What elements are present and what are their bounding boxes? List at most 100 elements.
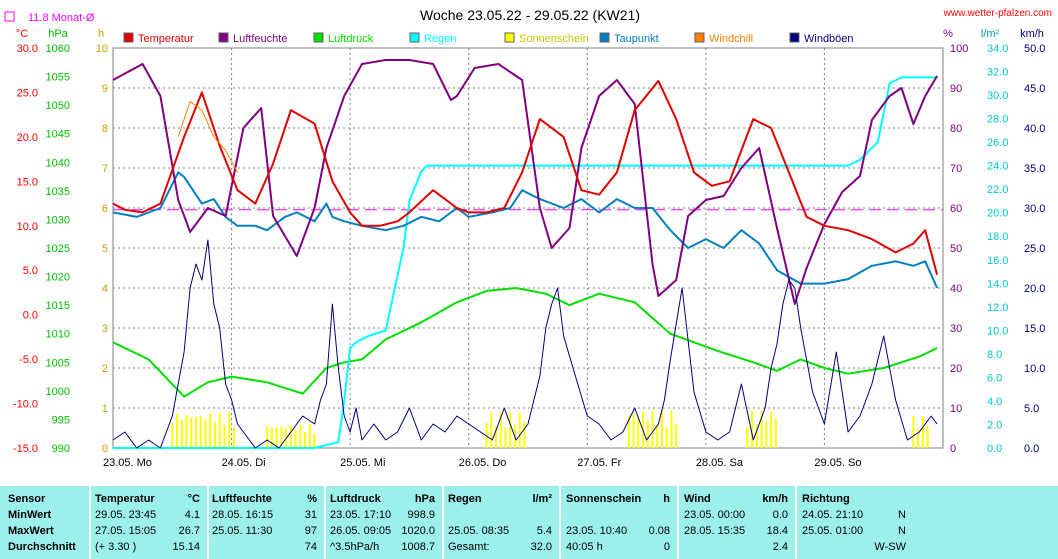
sunshine-bars (171, 410, 929, 448)
temperature_c-tick-label: -5.0 (19, 354, 38, 366)
sunshine-bar (656, 423, 659, 448)
temperature_c-tick-label: 10.0 (17, 221, 38, 233)
sunshine-bar (304, 432, 307, 448)
column-divider (207, 486, 209, 559)
pressure_hpa-tick-label: 1055 (46, 72, 70, 84)
avg-wind-value: 2.4 (772, 541, 788, 553)
rain_lm2-tick-label: 28.0 (987, 114, 1008, 126)
humidity_pct-tick-label: 100 (950, 43, 968, 55)
sunshine_h-tick-label: 8 (102, 123, 108, 135)
min-wind-value: 0.0 (772, 509, 788, 521)
legend-label: Luftfeuchte (233, 33, 287, 45)
header-temperature: Temperatur (95, 493, 155, 505)
temperature_c-tick-label: -10.0 (13, 399, 38, 411)
sunshine-bar (294, 430, 297, 448)
x-tick-label: 25.05. Mi (340, 457, 385, 469)
pressure_hpa-tick-label: 1035 (46, 186, 70, 198)
rain-total-label: Gesamt: (448, 541, 490, 553)
wind_kmh-tick-label: 5.0 (1024, 403, 1039, 415)
legend-swatch (694, 32, 705, 43)
series-line-luftfeuchte (112, 59, 938, 305)
wind_kmh-tick-label: 30.0 (1024, 203, 1045, 215)
sunshine_h-tick-label: 7 (102, 163, 108, 175)
min-direction-time: 24.05. 21:10 (802, 509, 864, 521)
avg-direction-value: W-SW (874, 541, 906, 553)
legend-swatch (504, 32, 515, 43)
sunshine-bar (637, 418, 640, 448)
sunshine_h-tick-label: 9 (102, 83, 108, 95)
sunshine-bar (751, 410, 754, 448)
avg-pressure-trend: ^3.5hPa/h (330, 541, 380, 553)
humidity_pct-tick-label: 10 (950, 403, 962, 415)
website-url[interactable]: www.wetter-pfalzen.com (943, 8, 1052, 19)
sunshine-bar (651, 410, 654, 448)
weather-chart: 30.025.020.015.010.05.00.0-5.0-10.0-15.0… (4, 7, 1052, 469)
header-sunshine-unit: h (663, 493, 670, 505)
rain_lm2-tick-label: 14.0 (987, 278, 1008, 290)
sunshine-bar (746, 426, 749, 448)
pressure_hpa-tick-label: 1020 (46, 272, 70, 284)
column-divider (677, 486, 679, 559)
sunshine-bar (275, 427, 278, 448)
humidity_pct-tick-label: 80 (950, 123, 962, 135)
x-tick-label: 24.05. Di (222, 457, 266, 469)
x-axis-labels: 23.05. Mo 24.05. Di 25.05. Mi 26.05. Do 27.0… (103, 457, 862, 469)
rain_lm2-tick-label: 4.0 (987, 396, 1002, 408)
sunshine-bar (180, 419, 183, 448)
series-line-luftdruck (112, 287, 938, 398)
sunshine-bar (171, 422, 174, 448)
column-divider (559, 486, 561, 559)
rain_lm2-tick-label: 22.0 (987, 184, 1008, 196)
sunshine-bar (223, 424, 226, 448)
statistics-table: Sensor Temperatur °C Luftfeuchte % Luftd… (0, 486, 1058, 559)
rain_lm2-tick-label: 32.0 (987, 67, 1008, 79)
sunshine-bar (190, 417, 193, 448)
wind_kmh-tick-label: 0.0 (1024, 443, 1039, 455)
max-sunshine-value: 0.08 (648, 525, 670, 537)
humidity_pct-tick-label: 40 (950, 283, 962, 295)
wind_kmh-tick-label: 25.0 (1024, 243, 1045, 255)
sunshine-bar (218, 412, 221, 448)
pressure_hpa-tick-label: 990 (52, 443, 70, 455)
right-axes: 100908070605040302010034.032.030.028.026… (950, 43, 1045, 455)
header-wind-unit: km/h (762, 493, 788, 505)
legend-label: Windchill (709, 33, 753, 45)
sunshine-bar (494, 426, 497, 448)
sunshine-bar (204, 419, 207, 448)
sunshine-bar (518, 412, 521, 448)
header-wind: Wind (684, 493, 711, 505)
humidity_pct-tick-label: 30 (950, 323, 962, 335)
humidity_pct-tick-label: 20 (950, 363, 962, 375)
sunshine-bar (926, 426, 929, 448)
sunshine-bar (299, 424, 302, 448)
sunshine-bar (660, 410, 663, 448)
sunshine-bar (646, 420, 649, 448)
rain_lm2-tick-label: 12.0 (987, 302, 1008, 314)
pressure_hpa-tick-label: 995 (52, 414, 70, 426)
unit-wind: km/h (1020, 28, 1044, 40)
sunshine-bar (185, 415, 188, 448)
legend-label: Sonnenschein (519, 33, 589, 45)
rain_lm2-tick-label: 26.0 (987, 137, 1008, 149)
header-humidity-unit: % (307, 493, 317, 505)
rain_lm2-tick-label: 2.0 (987, 419, 1002, 431)
legend-label: Luftdruck (328, 33, 374, 45)
sunshine-bar (490, 412, 493, 448)
x-tick-label: 29.05. So (814, 457, 861, 469)
sunshine-bar (760, 410, 763, 448)
legend-label: Regen (424, 33, 456, 45)
header-pressure-unit: hPa (414, 493, 435, 505)
sunshine-bar (774, 418, 777, 448)
humidity_pct-tick-label: 70 (950, 163, 962, 175)
sunshine-bar (228, 412, 231, 448)
max-pressure-time: 26.05. 09:05 (330, 525, 392, 537)
rain_lm2-tick-label: 16.0 (987, 255, 1008, 267)
legend-swatch (123, 32, 134, 43)
min-humidity-value: 31 (304, 509, 317, 521)
temperature_c-tick-label: 5.0 (23, 265, 38, 277)
rain_lm2-tick-label: 34.0 (987, 43, 1008, 55)
rain_lm2-tick-label: 24.0 (987, 161, 1008, 173)
rain_lm2-tick-label: 8.0 (987, 349, 1002, 361)
legend-label: Taupunkt (614, 33, 659, 45)
sunshine-bar (917, 428, 920, 448)
